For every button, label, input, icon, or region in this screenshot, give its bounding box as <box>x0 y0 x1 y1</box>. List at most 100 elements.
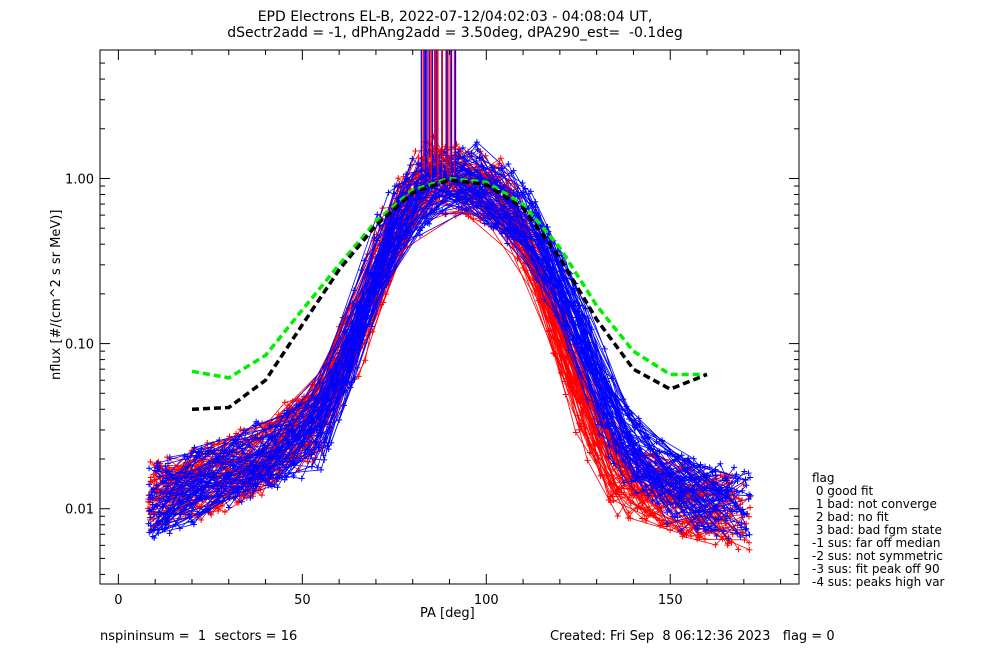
blue-marker <box>571 308 578 315</box>
blue-marker <box>746 491 753 498</box>
blue-marker <box>238 498 245 505</box>
blue-marker <box>302 438 309 445</box>
blue-marker <box>164 460 171 467</box>
blue-marker <box>677 488 684 495</box>
red-marker <box>496 160 503 167</box>
blue-marker <box>247 454 254 461</box>
blue-marker <box>725 535 732 542</box>
red-marker <box>207 509 214 516</box>
red-marker <box>739 529 746 536</box>
blue-marker <box>225 504 232 511</box>
y-tick-label: 0.01 <box>65 503 94 518</box>
blue-marker <box>214 453 221 460</box>
red-marker <box>681 531 688 538</box>
blue-marker <box>159 503 166 510</box>
red-marker <box>562 391 569 398</box>
blue-marker <box>652 459 659 466</box>
red-marker <box>746 546 753 553</box>
blue-marker <box>267 473 274 480</box>
blue-marker <box>413 179 420 186</box>
blue-marker <box>743 482 750 489</box>
blue-marker <box>594 367 601 374</box>
blue-marker <box>199 487 206 494</box>
y-tick-label: 1.00 <box>65 172 94 187</box>
blue-marker <box>268 483 275 490</box>
blue-marker <box>664 509 671 516</box>
blue-marker <box>313 426 320 433</box>
blue-trace <box>148 167 706 525</box>
footer-right: Created: Fri Sep 8 06:12:36 2023 flag = … <box>550 629 835 644</box>
blue-marker <box>260 442 267 449</box>
blue-marker <box>724 484 731 491</box>
blue-marker <box>419 224 426 231</box>
blue-marker <box>743 532 750 539</box>
blue-marker <box>146 514 153 521</box>
blue-marker <box>396 180 403 187</box>
blue-marker <box>723 477 730 484</box>
blue-marker <box>307 413 314 420</box>
blue-marker <box>671 456 678 463</box>
red-marker <box>550 350 557 357</box>
red-marker <box>695 529 702 536</box>
blue-marker <box>154 465 161 472</box>
blue-marker <box>301 449 308 456</box>
red-marker <box>147 478 154 485</box>
red-marker <box>735 546 742 553</box>
blue-marker <box>161 526 168 533</box>
legend-item: 3 bad: bad fgm state <box>812 523 942 537</box>
blue-marker <box>620 396 627 403</box>
blue-marker <box>281 476 288 483</box>
blue-marker <box>556 303 563 310</box>
legend-item: -3 sus: fit peak off 90 <box>812 562 940 576</box>
blue-marker <box>162 515 169 522</box>
blue-marker <box>383 248 390 255</box>
blue-marker <box>325 446 332 453</box>
green-fit-curve <box>191 176 707 380</box>
red-marker <box>735 495 742 502</box>
blue-marker <box>713 532 720 539</box>
blue-marker <box>193 492 200 499</box>
blue-marker <box>680 490 687 497</box>
blue-marker <box>322 434 329 441</box>
red-marker <box>548 313 555 320</box>
blue-marker <box>666 450 673 457</box>
blue-marker <box>230 463 237 470</box>
blue-marker <box>395 245 402 252</box>
blue-marker <box>199 479 206 486</box>
blue-marker <box>314 464 321 471</box>
blue-marker <box>389 234 396 241</box>
blue-marker <box>658 477 665 484</box>
blue-marker <box>544 223 551 230</box>
blue-marker <box>374 211 381 218</box>
blue-marker <box>664 520 671 527</box>
blue-marker <box>505 160 512 167</box>
blue-marker <box>383 281 390 288</box>
red-marker <box>497 155 504 162</box>
blue-marker <box>674 514 681 521</box>
blue-marker <box>166 454 173 461</box>
blue-marker <box>321 456 328 463</box>
blue-marker <box>374 237 381 244</box>
blue-marker <box>632 477 639 484</box>
blue-marker <box>468 149 475 156</box>
blue-marker <box>490 224 497 231</box>
blue-trace <box>149 190 728 519</box>
blue-marker <box>673 479 680 486</box>
red-marker <box>701 535 708 542</box>
blue-marker <box>743 525 750 532</box>
blue-marker <box>389 259 396 266</box>
blue-trace <box>151 162 736 532</box>
blue-marker <box>646 463 653 470</box>
legend-item: -1 sus: far off median <box>812 536 941 550</box>
blue-marker <box>267 463 274 470</box>
y-tick-label: 0.10 <box>65 338 94 353</box>
blue-marker <box>504 240 511 247</box>
blue-marker <box>208 444 215 451</box>
blue-marker <box>473 139 480 146</box>
blue-marker <box>678 527 685 534</box>
red-marker <box>745 513 752 520</box>
blue-marker <box>729 508 736 515</box>
blue-marker <box>578 348 585 355</box>
red-marker <box>679 520 686 527</box>
